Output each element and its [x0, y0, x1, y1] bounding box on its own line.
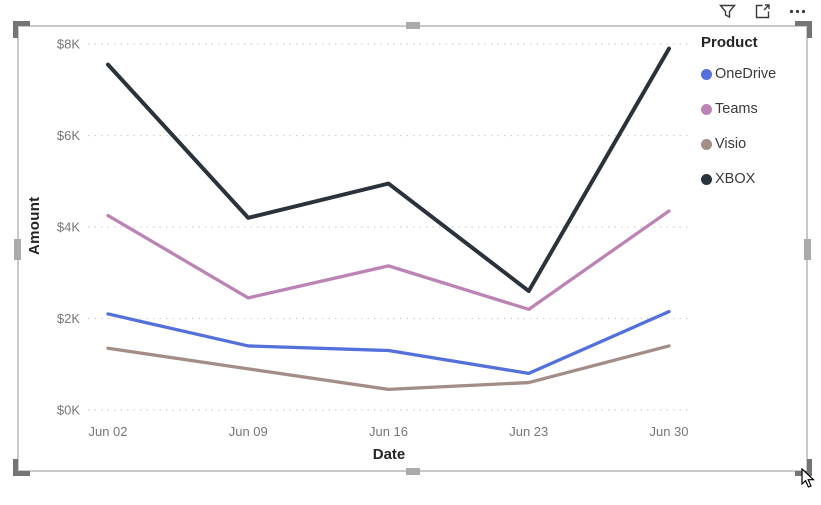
legend-title: Product	[701, 34, 758, 51]
y-axis-title: Amount	[26, 196, 43, 256]
legend-dot	[701, 103, 712, 115]
series-line-onedrive[interactable]	[106, 309, 671, 376]
y-tick-label: $2K	[57, 311, 80, 326]
series-line-visio[interactable]	[106, 344, 671, 392]
x-axis-title: Date	[372, 446, 406, 463]
y-tick-label: $8K	[57, 37, 80, 52]
y-tick-label: $0K	[57, 403, 80, 418]
y-tick-label: $6K	[57, 128, 80, 143]
legend: Product OneDrive Teams Visio XBOX	[701, 34, 813, 203]
series-line-teams[interactable]	[106, 209, 671, 312]
legend-dot	[701, 68, 712, 80]
x-tick-label: Jun 23	[509, 424, 548, 439]
legend-dot	[701, 138, 712, 150]
legend-label: Teams	[715, 101, 758, 117]
legend-dot	[701, 173, 712, 185]
y-tick-label: $4K	[57, 220, 80, 235]
series-line-xbox[interactable]	[106, 46, 671, 294]
focus-mode-icon[interactable]	[752, 1, 772, 21]
x-tick-label: Jun 30	[649, 424, 688, 439]
legend-item-visio[interactable]: Visio	[701, 133, 813, 155]
resize-handle-right[interactable]	[804, 238, 811, 260]
legend-label: OneDrive	[715, 66, 777, 82]
resize-handle-bottom[interactable]	[405, 468, 420, 475]
resize-handle-top-right[interactable]	[795, 21, 812, 38]
legend-item-teams[interactable]: Teams	[701, 98, 813, 120]
legend-item-xbox[interactable]: XBOX	[701, 168, 813, 190]
legend-label: XBOX	[715, 171, 756, 187]
x-tick-label: Jun 09	[229, 424, 268, 439]
resize-handle-top[interactable]	[405, 22, 420, 29]
more-options-icon[interactable]	[787, 1, 807, 21]
x-tick-label: Jun 02	[88, 424, 127, 439]
legend-item-onedrive[interactable]: OneDrive	[701, 63, 813, 85]
resize-handle-bottom-left[interactable]	[13, 459, 30, 476]
filter-funnel-icon[interactable]	[717, 1, 737, 21]
legend-label: Visio	[715, 136, 747, 152]
resize-handle-top-left[interactable]	[13, 21, 30, 38]
x-tick-label: Jun 16	[369, 424, 408, 439]
legend-items: OneDrive Teams Visio XBOX	[701, 63, 813, 190]
visual-header-icons	[717, 1, 807, 21]
resize-handle-left[interactable]	[14, 238, 21, 260]
